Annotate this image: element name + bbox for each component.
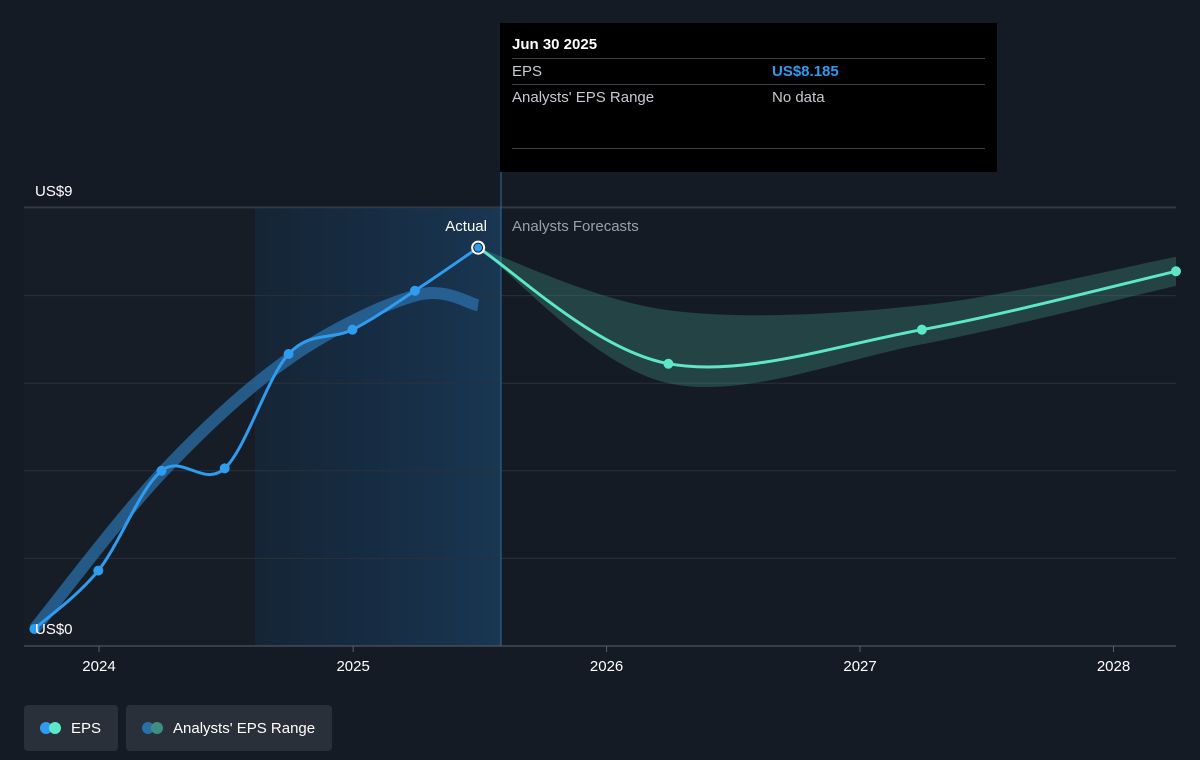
eps-point	[347, 324, 358, 335]
x-tick-label: 2024	[82, 658, 115, 675]
eps-points	[29, 240, 1181, 634]
x-tick-label: 2027	[843, 658, 876, 675]
tooltip-range-label: Analysts' EPS Range	[512, 89, 655, 106]
tooltip-eps-value: US$8.185	[772, 63, 839, 80]
eps-actual-line	[33, 246, 479, 631]
x-tick-label: 2026	[590, 658, 623, 675]
eps-forecast-point	[916, 324, 927, 335]
past-range-band	[29, 287, 480, 633]
eps-range-band	[29, 247, 1177, 633]
tooltip-date: Jun 30 2025	[512, 36, 598, 53]
grid-lines	[24, 206, 1176, 647]
eps-point	[29, 623, 40, 634]
tooltip-row-eps: EPS US$8.185	[512, 58, 985, 84]
eps-point	[156, 465, 167, 476]
x-axis: 2024 2025 2026 2027 2028	[82, 646, 1130, 675]
y-tick-label: US$0	[35, 621, 73, 638]
x-tick-label: 2028	[1097, 658, 1130, 675]
highlight-point	[474, 243, 483, 252]
legend: EPS Analysts' EPS Range	[24, 705, 333, 751]
legend-range-dot-forecast	[151, 722, 164, 734]
legend-range-swatch	[142, 722, 164, 734]
y-axis: US$9 US$0	[35, 183, 73, 638]
y-tick-label: US$9	[35, 183, 73, 200]
legend-eps-swatch	[40, 722, 61, 734]
x-tick-label: 2025	[336, 658, 369, 675]
eps-forecast-point	[663, 358, 674, 369]
forecast-label: Analysts Forecasts	[512, 218, 639, 235]
tooltip-range-value: No data	[772, 89, 825, 106]
legend-eps-label: EPS	[71, 719, 102, 737]
actual-label: Actual	[445, 218, 487, 235]
eps-point	[219, 463, 230, 474]
legend-range-label: Analysts' EPS Range	[173, 719, 316, 737]
past-year-highlight	[255, 208, 501, 646]
tooltip-divider	[512, 148, 985, 149]
past-region	[24, 208, 255, 646]
eps-forecast-line	[477, 246, 1177, 369]
eps-point	[409, 285, 420, 296]
tooltip-row-range: Analysts' EPS Range No data	[512, 84, 985, 110]
legend-range-button[interactable]: Analysts' EPS Range	[126, 705, 333, 751]
eps-point	[283, 349, 294, 359]
tooltip-eps-label: EPS	[512, 63, 543, 80]
legend-eps-dot-forecast	[49, 722, 61, 734]
eps-point	[93, 565, 104, 576]
eps-forecast-point	[1171, 266, 1181, 277]
tooltip: Jun 30 2025 EPS US$8.185 Analysts' EPS R…	[500, 23, 997, 172]
legend-eps-button[interactable]: EPS	[24, 705, 119, 751]
forecast-range-area	[478, 247, 1177, 388]
eps-series	[33, 246, 1177, 631]
